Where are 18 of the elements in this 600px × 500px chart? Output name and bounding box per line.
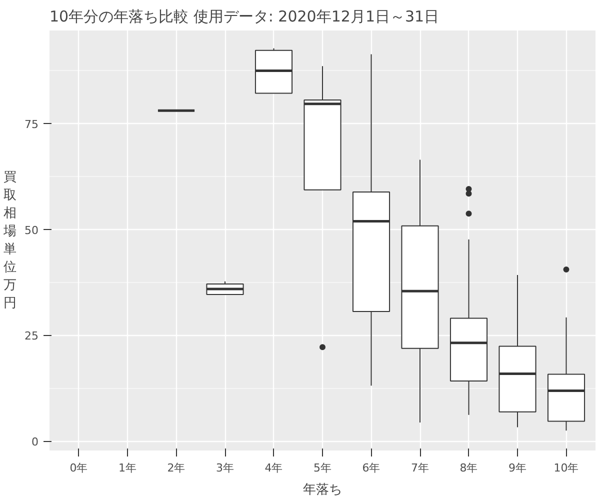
x-axis-title: 年落ち <box>303 482 342 498</box>
x-tick-label: 3年 <box>216 462 234 474</box>
y-tick-label: 50 <box>24 224 39 237</box>
x-tick-label: 9年 <box>508 462 526 474</box>
x-tick-label: 8年 <box>460 462 478 474</box>
x-tick-label: 0年 <box>70 462 88 474</box>
y-tick-label: 25 <box>24 330 39 343</box>
chart-title: 10年分の年落ち比較 使用データ: 2020年12月1日～31日 <box>50 8 440 26</box>
x-tick-label: 1年 <box>118 462 136 474</box>
x-tick-label: 4年 <box>264 462 283 474</box>
x-tick-label: 7年 <box>411 462 429 474</box>
x-tick-label: 10年 <box>554 462 579 474</box>
y-tick-label: 0 <box>32 436 38 449</box>
x-tick-label: 6年 <box>362 462 380 474</box>
x-tick-label: 2年 <box>167 462 186 474</box>
y-tick-label: 75 <box>24 118 39 131</box>
x-tick-label: 5年 <box>314 462 332 474</box>
y-axis-title: 買取相場単位万円 <box>2 170 17 311</box>
